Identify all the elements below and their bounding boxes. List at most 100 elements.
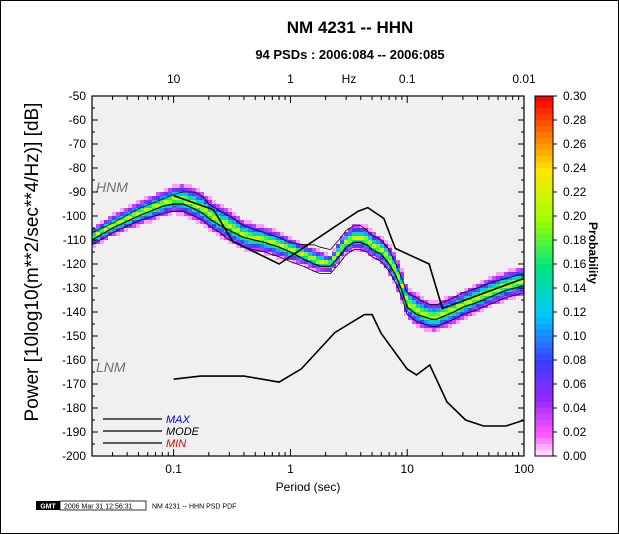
pdf-cell <box>452 316 456 320</box>
pdf-cell <box>464 288 468 292</box>
pdf-cell <box>440 300 444 304</box>
pdf-cell <box>164 208 168 212</box>
pdf-cell <box>364 236 368 240</box>
pdf-cell <box>180 200 184 204</box>
pdf-cell <box>508 284 512 288</box>
pdf-cell <box>488 292 492 296</box>
pdf-cell <box>364 244 368 248</box>
pdf-cell <box>244 228 248 232</box>
pdf-cell <box>152 216 156 220</box>
pdf-cell <box>240 224 244 228</box>
colorbar-segment <box>535 162 553 169</box>
pdf-cell <box>292 260 296 264</box>
colorbar-segment <box>535 126 553 133</box>
colorbar-segment <box>535 360 553 367</box>
pdf-cell <box>268 228 272 232</box>
pdf-cell <box>420 320 424 324</box>
pdf-cell <box>112 224 116 228</box>
pdf-cell <box>168 212 172 216</box>
pdf-cell <box>392 260 396 264</box>
pdf-cell <box>456 320 460 324</box>
pdf-cell <box>144 196 148 200</box>
pdf-cell <box>208 228 212 232</box>
pdf-cell <box>136 220 140 224</box>
pdf-cell <box>280 240 284 244</box>
pdf-cell <box>460 316 464 320</box>
colorbar-tick-label: 0.24 <box>563 161 587 175</box>
pdf-cell <box>420 308 424 312</box>
pdf-cell <box>156 196 160 200</box>
legend-label-min: MIN <box>166 438 186 450</box>
pdf-cell <box>156 204 160 208</box>
x-axis-label: Period (sec) <box>276 480 341 494</box>
pdf-cell <box>136 208 140 212</box>
pdf-cell <box>212 204 216 208</box>
pdf-cell <box>260 248 264 252</box>
pdf-cell <box>500 276 504 280</box>
pdf-cell <box>364 232 368 236</box>
pdf-cell <box>172 200 176 204</box>
pdf-cell <box>120 224 124 228</box>
pdf-cell <box>436 320 440 324</box>
pdf-cell <box>224 224 228 228</box>
pdf-cell <box>240 240 244 244</box>
pdf-cell <box>436 304 440 308</box>
pdf-cell <box>212 212 216 216</box>
pdf-cell <box>192 196 196 200</box>
pdf-cell <box>412 296 416 300</box>
pdf-cell <box>172 184 176 188</box>
pdf-cell <box>188 208 192 212</box>
pdf-cell <box>168 208 172 212</box>
pdf-cell <box>340 236 344 240</box>
colorbar-segment <box>535 282 553 289</box>
pdf-cell <box>148 200 152 204</box>
pdf-cell <box>440 312 444 316</box>
pdf-cell <box>292 240 296 244</box>
colorbar-segment <box>535 120 553 127</box>
pdf-cell <box>232 228 236 232</box>
pdf-cell <box>348 236 352 240</box>
pdf-cell <box>264 244 268 248</box>
pdf-cell <box>348 232 352 236</box>
colorbar-tick-label: 0.20 <box>563 209 587 223</box>
pdf-cell <box>136 216 140 220</box>
pdf-cell <box>380 248 384 252</box>
pdf-cell <box>132 208 136 212</box>
pdf-cell <box>100 240 104 244</box>
pdf-cell <box>276 256 280 260</box>
timestamp-box <box>59 500 147 511</box>
colorbar-tick-label: 0.14 <box>563 281 587 295</box>
colorbar-segment <box>535 444 553 451</box>
pdf-cell <box>360 228 364 232</box>
pdf-cell <box>140 200 144 204</box>
pdf-cell <box>412 304 416 308</box>
pdf-cell <box>232 236 236 240</box>
pdf-cell <box>264 240 268 244</box>
pdf-cell <box>420 312 424 316</box>
pdf-cell <box>204 208 208 212</box>
pdf-cell <box>248 232 252 236</box>
pdf-cell <box>248 224 252 228</box>
pdf-cell <box>512 284 516 288</box>
pdf-cell <box>428 300 432 304</box>
pdf-cell <box>336 248 340 252</box>
pdf-cell <box>180 188 184 192</box>
pdf-cell <box>488 304 492 308</box>
pdf-cell <box>376 244 380 248</box>
pdf-cell <box>476 308 480 312</box>
pdf-cell <box>512 268 516 272</box>
pdf-cell <box>168 200 172 204</box>
colorbar-segment <box>535 228 553 235</box>
pdf-cell <box>340 252 344 256</box>
pdf-cell <box>412 316 416 320</box>
colorbar-segment <box>535 432 553 439</box>
pdf-cell <box>356 236 360 240</box>
pdf-cell <box>440 308 444 312</box>
pdf-cell <box>228 232 232 236</box>
y-tick-label: -130 <box>62 281 86 295</box>
pdf-cell <box>148 216 152 220</box>
colorbar-segment <box>535 276 553 283</box>
pdf-cell <box>316 248 320 252</box>
pdf-cell <box>196 220 200 224</box>
